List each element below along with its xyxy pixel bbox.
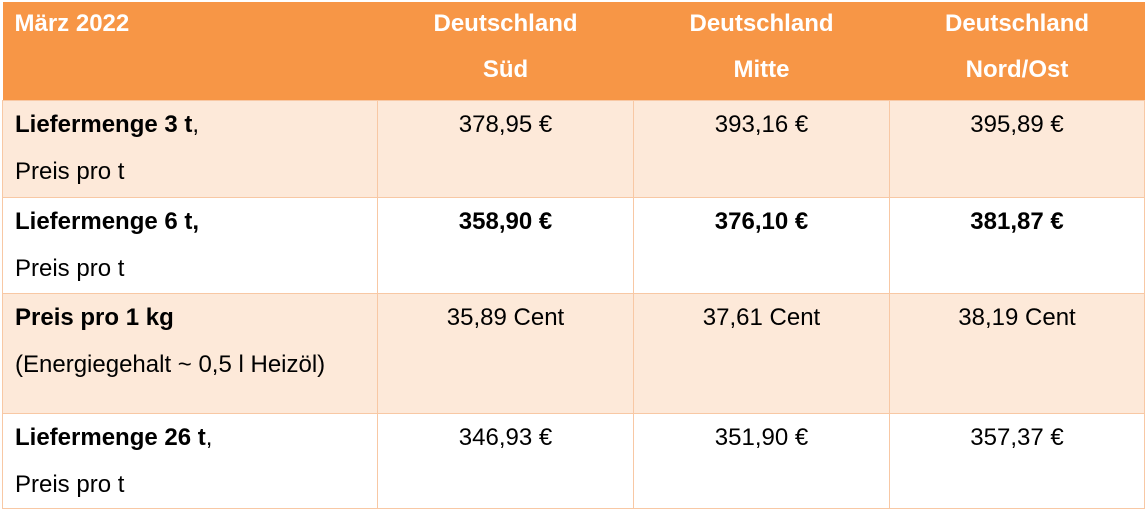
header-period-label: März 2022	[14, 10, 130, 37]
table-header-row: März 2022 Deutschland Süd Deutschland Mi…	[2, 2, 1145, 101]
row-label-bold: Liefermenge 26 t	[15, 424, 206, 451]
value-cell: 378,95 €	[377, 100, 634, 198]
value-cell: 351,90 €	[633, 413, 890, 509]
header-region-line2: Mitte	[733, 56, 790, 83]
row-label-cell: Liefermenge 26 t, Preis pro t	[2, 413, 378, 509]
header-region-line2: Süd	[482, 56, 529, 83]
table-row: Liefermenge 26 t, Preis pro t 346,93 € 3…	[2, 413, 1145, 509]
row-label-cell: Liefermenge 3 t, Preis pro t	[2, 100, 378, 198]
header-region-sued: Deutschland Süd	[377, 2, 634, 101]
header-region-line2: Nord/Ost	[965, 56, 1069, 83]
value-cell: 37,61 Cent	[633, 293, 890, 414]
table-row: Liefermenge 6 t, Preis pro t 358,90 € 37…	[2, 197, 1145, 294]
value-cell: 358,90 €	[377, 197, 634, 294]
row-label: Liefermenge 26 t,	[15, 414, 377, 461]
row-label-cell: Liefermenge 6 t, Preis pro t	[2, 197, 378, 294]
header-region-nord-ost: Deutschland Nord/Ost	[889, 2, 1145, 101]
table-row: Liefermenge 3 t, Preis pro t 378,95 € 39…	[2, 100, 1145, 198]
header-region-line1: Deutschland	[944, 10, 1090, 37]
value-cell: 346,93 €	[377, 413, 634, 509]
value-cell: 357,37 €	[889, 413, 1145, 509]
row-label-rest: ,	[205, 424, 213, 451]
value-cell: 395,89 €	[889, 100, 1145, 198]
row-label-cell: Preis pro 1 kg (Energiegehalt ~ 0,5 l He…	[2, 293, 378, 414]
value-cell: 393,16 €	[633, 100, 890, 198]
row-label: Liefermenge 3 t,	[15, 101, 377, 148]
row-label: Liefermenge 6 t,	[15, 208, 200, 235]
value-cell: 38,19 Cent	[889, 293, 1145, 414]
header-region-mitte: Deutschland Mitte	[633, 2, 890, 101]
value-cell: 376,10 €	[633, 197, 890, 294]
row-label: Preis pro 1 kg	[15, 304, 174, 331]
row-sublabel: Preis pro t	[15, 158, 125, 185]
row-label-bold: Liefermenge 3 t	[15, 111, 193, 138]
header-region-line1: Deutschland	[689, 10, 834, 37]
row-sublabel: Preis pro t	[15, 471, 125, 498]
row-label-rest: ,	[192, 111, 200, 138]
header-region-line1: Deutschland	[433, 10, 578, 37]
table-row: Preis pro 1 kg (Energiegehalt ~ 0,5 l He…	[2, 293, 1145, 414]
value-cell: 35,89 Cent	[377, 293, 634, 414]
row-sublabel: (Energiegehalt ~ 0,5 l Heizöl)	[15, 351, 326, 378]
value-cell: 381,87 €	[889, 197, 1145, 294]
header-period: März 2022	[2, 2, 378, 101]
row-sublabel: Preis pro t	[15, 255, 125, 282]
